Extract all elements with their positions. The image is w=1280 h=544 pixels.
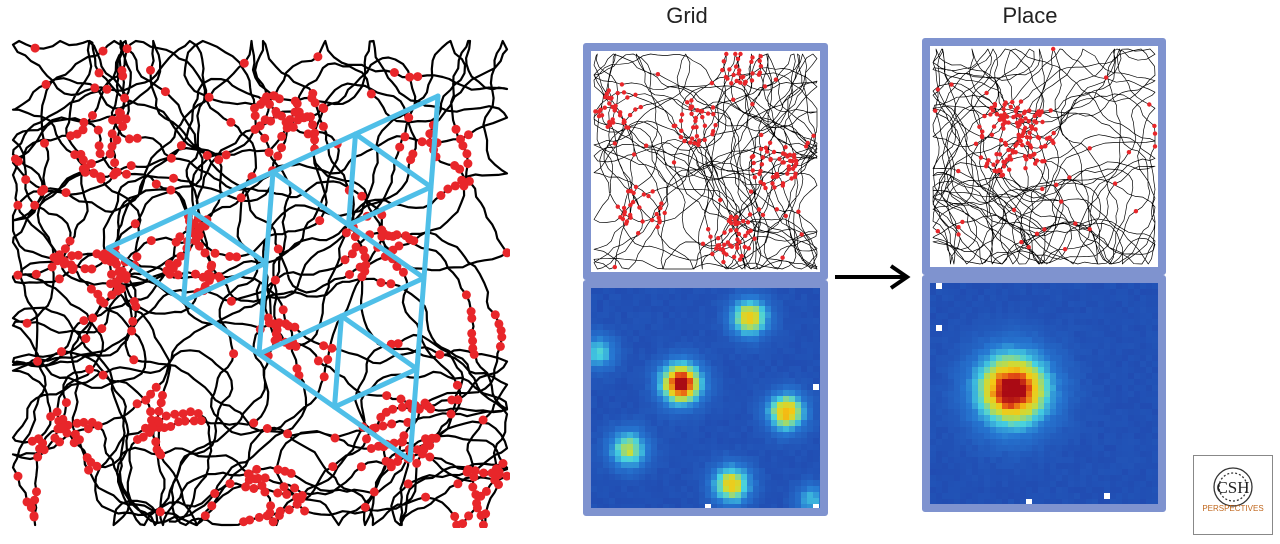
rate-map-cells [591,288,820,508]
svg-text:PERSPECTIVES: PERSPECTIVES [1202,504,1263,513]
spike-dots [933,46,1158,252]
spike-dots [11,43,510,528]
hexagonal-grid-overlay [105,93,441,463]
place-rate-map [930,283,1158,504]
place-heatmap-frame [922,275,1166,512]
grid-rate-map [591,288,820,508]
rate-map-cells [930,283,1158,504]
arrow-right-icon [833,262,913,292]
spike-dots [593,51,816,270]
place-title: Place [1002,3,1058,28]
svg-text:CSH: CSH [1216,478,1249,497]
grid-trajectory-plot [593,51,818,270]
place-trajectory-plot [932,46,1158,265]
grid-heatmap-frame [583,280,828,516]
trajectory-path [11,39,509,527]
place-trajectory-frame [922,38,1166,275]
grid-title: Grid [666,3,708,28]
trajectory-plot [11,39,510,528]
trajectory-path [932,48,1156,265]
grid-trajectory-frame [583,43,828,280]
csh-perspectives-logo: CSH PERSPECTIVES [1193,455,1273,535]
grid-cell-trajectory-panel [10,38,510,528]
